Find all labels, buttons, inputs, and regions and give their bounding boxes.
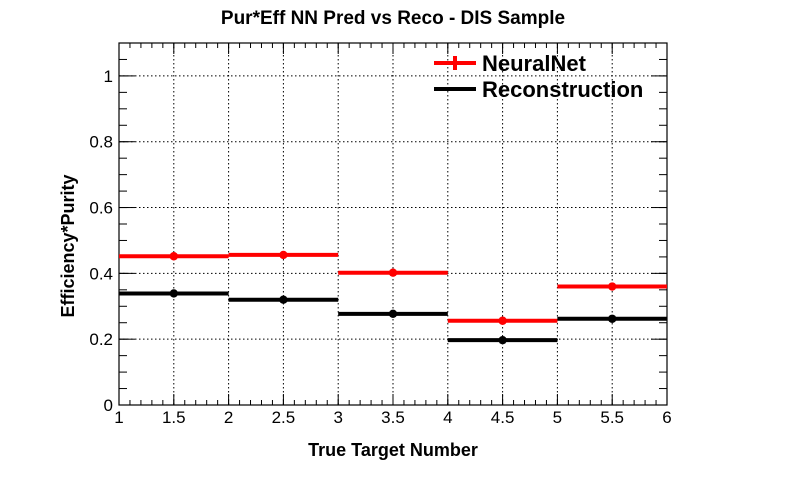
data-point (608, 314, 617, 323)
series (119, 250, 667, 345)
x-tick-label: 5.5 (600, 408, 624, 427)
data-point (498, 316, 507, 325)
legend-label-reconstruction: Reconstruction (482, 77, 643, 102)
x-tick-label: 1.5 (162, 408, 186, 427)
y-tick-label: 0.2 (89, 330, 113, 349)
series-neuralnet (119, 250, 667, 325)
data-point (169, 252, 178, 261)
data-point (388, 309, 398, 319)
legend-label-neuralnet: NeuralNet (482, 51, 587, 76)
data-point (279, 295, 288, 304)
y-axis-label: Efficiency*Purity (58, 174, 78, 317)
tick-labels: 1 1.5 2 2.5 3 3.5 4 4.5 5 5.5 6 0 0.2 0.4 0.6 0.8 1 (89, 67, 671, 427)
x-axis-label: True Target Number (308, 440, 478, 460)
data-point (388, 268, 398, 277)
x-tick-label: 2.5 (272, 408, 296, 427)
y-tick-label: 0 (104, 396, 113, 415)
data-point (279, 250, 288, 260)
x-tick-label: 5 (553, 408, 562, 427)
grid (119, 43, 667, 405)
data-point (608, 282, 617, 291)
x-tick-label: 6 (662, 408, 671, 427)
y-tick-label: 0.6 (89, 199, 113, 218)
data-point (498, 335, 507, 345)
axis-ticks (118, 42, 668, 406)
y-tick-label: 1 (104, 67, 113, 86)
data-point (169, 289, 178, 298)
x-tick-label: 4.5 (491, 408, 515, 427)
x-tick-label: 4 (443, 408, 452, 427)
x-tick-label: 1 (114, 408, 123, 427)
x-tick-label: 2 (224, 408, 233, 427)
y-tick-label: 0.8 (89, 133, 113, 152)
x-tick-label: 3.5 (381, 408, 405, 427)
x-tick-label: 3 (333, 408, 342, 427)
series-reconstruction (119, 289, 667, 345)
y-tick-label: 0.4 (89, 264, 113, 283)
chart-title: Pur*Eff NN Pred vs Reco - DIS Sample (221, 8, 565, 29)
